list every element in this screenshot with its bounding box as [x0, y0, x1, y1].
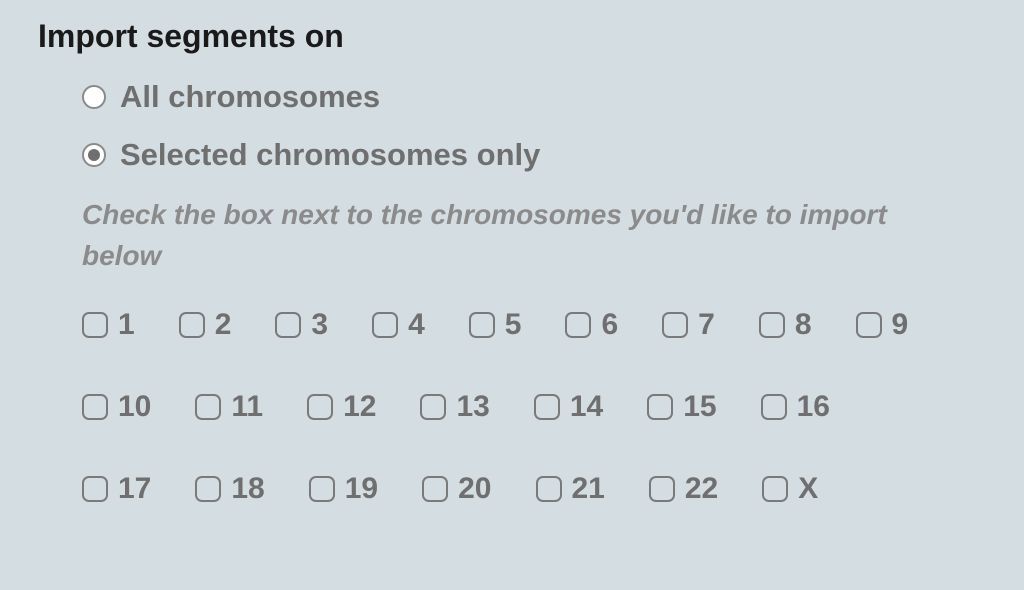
radio-option-all-chromosomes[interactable]: All chromosomes — [82, 79, 986, 115]
checkbox-label: 20 — [458, 472, 491, 506]
radio-selected-chromosomes[interactable] — [82, 143, 106, 167]
checkbox-chromosome-19[interactable] — [309, 476, 335, 502]
checkbox-row: 10 11 12 13 14 15 16 — [82, 390, 986, 424]
checkbox-chromosome-18[interactable] — [195, 476, 221, 502]
checkbox-chromosome-17[interactable] — [82, 476, 108, 502]
checkbox-chromosome-6[interactable] — [565, 312, 591, 338]
checkbox-row: 1 2 3 4 5 6 7 8 9 — [82, 308, 986, 342]
checkbox-chromosome-21[interactable] — [536, 476, 562, 502]
checkbox-label: 12 — [343, 390, 376, 424]
checkbox-item-chromosome-16[interactable]: 16 — [761, 390, 830, 424]
checkbox-item-chromosome-13[interactable]: 13 — [420, 390, 489, 424]
checkbox-item-chromosome-4[interactable]: 4 — [372, 308, 425, 342]
checkbox-item-chromosome-8[interactable]: 8 — [759, 308, 812, 342]
checkbox-item-chromosome-22[interactable]: 22 — [649, 472, 718, 506]
radio-label-all: All chromosomes — [120, 79, 380, 115]
checkbox-chromosome-22[interactable] — [649, 476, 675, 502]
checkbox-label: 18 — [231, 472, 264, 506]
checkbox-item-chromosome-6[interactable]: 6 — [565, 308, 618, 342]
checkbox-chromosome-8[interactable] — [759, 312, 785, 338]
checkbox-chromosome-11[interactable] — [195, 394, 221, 420]
checkbox-chromosome-7[interactable] — [662, 312, 688, 338]
checkbox-label: 2 — [215, 308, 232, 342]
checkbox-item-chromosome-17[interactable]: 17 — [82, 472, 151, 506]
checkbox-chromosome-1[interactable] — [82, 312, 108, 338]
checkbox-chromosome-2[interactable] — [179, 312, 205, 338]
instruction-text: Check the box next to the chromosomes yo… — [38, 195, 986, 276]
checkbox-label: 16 — [797, 390, 830, 424]
checkbox-chromosome-12[interactable] — [307, 394, 333, 420]
checkbox-label: 1 — [118, 308, 135, 342]
checkbox-chromosome-13[interactable] — [420, 394, 446, 420]
checkbox-row: 17 18 19 20 21 22 X — [82, 472, 986, 506]
checkbox-item-chromosome-3[interactable]: 3 — [275, 308, 328, 342]
checkbox-chromosome-3[interactable] — [275, 312, 301, 338]
checkbox-item-chromosome-1[interactable]: 1 — [82, 308, 135, 342]
checkbox-label: 6 — [601, 308, 618, 342]
checkbox-label: 7 — [698, 308, 715, 342]
checkbox-chromosome-20[interactable] — [422, 476, 448, 502]
checkbox-label: 21 — [572, 472, 605, 506]
checkbox-chromosome-5[interactable] — [469, 312, 495, 338]
checkbox-chromosome-9[interactable] — [856, 312, 882, 338]
checkbox-item-chromosome-15[interactable]: 15 — [647, 390, 716, 424]
checkbox-label: 15 — [683, 390, 716, 424]
checkbox-item-chromosome-12[interactable]: 12 — [307, 390, 376, 424]
checkbox-label: 11 — [231, 390, 263, 424]
checkbox-item-chromosome-20[interactable]: 20 — [422, 472, 491, 506]
radio-group-import-mode: All chromosomes Selected chromosomes onl… — [38, 79, 986, 173]
checkbox-chromosome-15[interactable] — [647, 394, 673, 420]
checkbox-label: 14 — [570, 390, 603, 424]
checkbox-label: 19 — [345, 472, 378, 506]
checkbox-label: 8 — [795, 308, 812, 342]
checkbox-label: X — [798, 472, 818, 506]
checkbox-chromosome-16[interactable] — [761, 394, 787, 420]
checkbox-item-chromosome-10[interactable]: 10 — [82, 390, 151, 424]
checkbox-chromosome-10[interactable] — [82, 394, 108, 420]
checkbox-chromosome-4[interactable] — [372, 312, 398, 338]
radio-option-selected-chromosomes[interactable]: Selected chromosomes only — [82, 137, 986, 173]
checkbox-item-chromosome-7[interactable]: 7 — [662, 308, 715, 342]
checkbox-item-chromosome-18[interactable]: 18 — [195, 472, 264, 506]
checkbox-label: 13 — [456, 390, 489, 424]
checkbox-label: 3 — [311, 308, 328, 342]
checkbox-label: 9 — [892, 308, 909, 342]
checkbox-item-chromosome-19[interactable]: 19 — [309, 472, 378, 506]
chromosome-checkbox-grid: 12345678910111213141516171819202122X — [38, 308, 986, 506]
radio-all-chromosomes[interactable] — [82, 85, 106, 109]
checkbox-label: 22 — [685, 472, 718, 506]
checkbox-label: 5 — [505, 308, 522, 342]
checkbox-item-chromosome-9[interactable]: 9 — [856, 308, 909, 342]
checkbox-chromosome-14[interactable] — [534, 394, 560, 420]
section-title: Import segments on — [38, 18, 986, 55]
radio-label-selected: Selected chromosomes only — [120, 137, 540, 173]
checkbox-label: 17 — [118, 472, 151, 506]
checkbox-label: 4 — [408, 308, 425, 342]
checkbox-chromosome-X[interactable] — [762, 476, 788, 502]
checkbox-item-chromosome-X[interactable]: X — [762, 472, 818, 506]
checkbox-item-chromosome-2[interactable]: 2 — [179, 308, 232, 342]
checkbox-item-chromosome-14[interactable]: 14 — [534, 390, 603, 424]
checkbox-item-chromosome-11[interactable]: 11 — [195, 390, 263, 424]
checkbox-item-chromosome-21[interactable]: 21 — [536, 472, 605, 506]
checkbox-item-chromosome-5[interactable]: 5 — [469, 308, 522, 342]
checkbox-label: 10 — [118, 390, 151, 424]
